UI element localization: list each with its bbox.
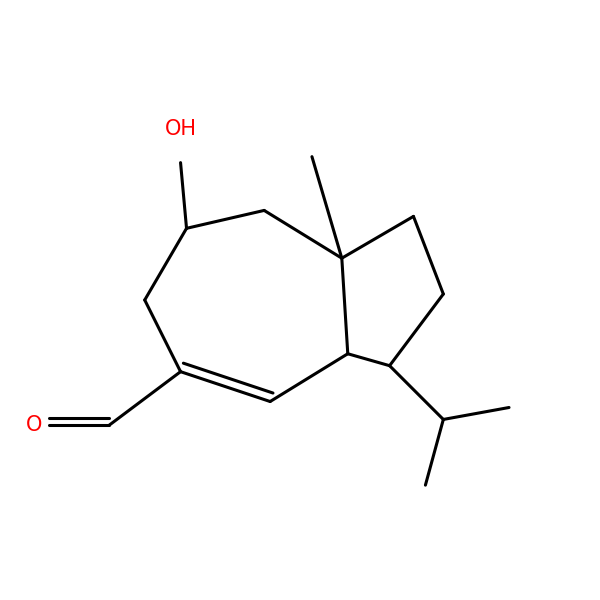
- Text: O: O: [26, 415, 43, 436]
- Text: OH: OH: [164, 119, 197, 139]
